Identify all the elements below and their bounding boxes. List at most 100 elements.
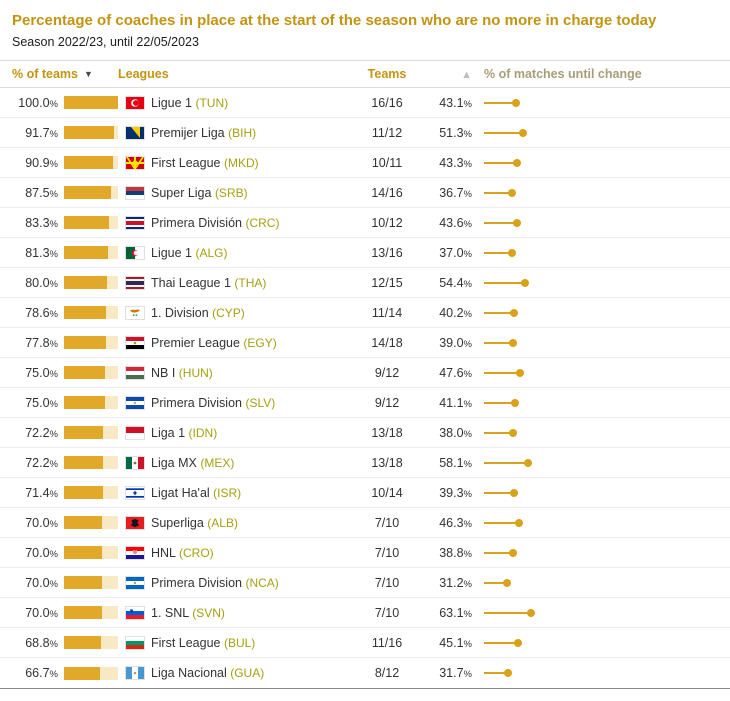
pct-teams-value: 77.8% (25, 335, 58, 350)
league-name[interactable]: Thai League 1 (THA) (151, 275, 267, 290)
pct-teams-value: 80.0% (25, 275, 58, 290)
league-cell: Thai League 1 (THA) (126, 276, 360, 290)
pct-matches-value: 36.7% (439, 185, 472, 200)
pct-matches-value: 41.1% (439, 395, 472, 410)
teams-count: 7/10 (374, 545, 400, 560)
league-cell: Liga 1 (IDN) (126, 426, 360, 440)
pct-matches-lollipop (484, 637, 720, 649)
pct-teams-bar (64, 276, 118, 289)
league-name[interactable]: Primera Division (NCA) (151, 575, 279, 590)
teams-count: 13/16 (371, 245, 403, 260)
pct-teams-value: 66.7% (25, 666, 58, 680)
lollipop-dot (510, 398, 519, 407)
league-name[interactable]: Primera División (CRC) (151, 215, 280, 230)
lollipop-line (484, 461, 528, 464)
league-name[interactable]: First League (MKD) (151, 155, 259, 170)
lollipop-line (484, 221, 517, 224)
league-name[interactable]: Ligue 1 (TUN) (151, 95, 229, 110)
pct-teams-bar-fill (64, 366, 105, 379)
pct-teams-bar (64, 486, 118, 499)
pct-teams-value: 83.3% (25, 215, 58, 230)
league-name[interactable]: 1. SNL (SVN) (151, 605, 225, 620)
league-cell: First League (BUL) (126, 636, 360, 650)
pct-matches-value: 40.2% (439, 305, 472, 320)
country-code: (CRC) (245, 215, 280, 230)
league-name[interactable]: HNL (CRO) (151, 545, 214, 560)
league-name[interactable]: Super Liga (SRB) (151, 185, 248, 200)
league-name[interactable]: Premier League (EGY) (151, 335, 277, 350)
league-cell: Superliga (ALB) (126, 516, 360, 530)
country-code: (ALG) (195, 245, 228, 260)
flag-icon-bul (126, 636, 144, 649)
pct-teams-bar (64, 606, 118, 619)
lollipop-line (484, 371, 520, 374)
pct-matches-lollipop (484, 97, 720, 109)
lollipop-dot (513, 638, 522, 647)
country-code: (HUN) (178, 365, 213, 380)
pct-matches-lollipop (484, 187, 720, 199)
pct-teams-bar (64, 156, 118, 169)
league-name[interactable]: Premijer Liga (BIH) (151, 125, 257, 140)
teams-count: 11/14 (371, 305, 403, 320)
sort-ascending-icon[interactable]: ▲ (461, 69, 472, 81)
flag-icon-slv (126, 396, 144, 409)
teams-count: 14/18 (371, 335, 403, 350)
flag-icon-tun (126, 96, 144, 109)
lollipop-dot (503, 578, 512, 587)
table-row: 70.0% HNL (CRO) 7/10 38.8% (0, 538, 730, 568)
lollipop-dot (523, 458, 532, 467)
lollipop-line (484, 401, 515, 404)
league-name[interactable]: Liga MX (MEX) (151, 455, 235, 470)
flag-icon-mkd (126, 156, 144, 169)
pct-teams-bar-fill (64, 96, 118, 109)
pct-teams-bar-fill (64, 396, 105, 409)
table-row: 83.3% Primera División (CRC) 10/12 43.6% (0, 208, 730, 238)
league-name[interactable]: Ligue 1 (ALG) (151, 245, 228, 260)
pct-matches-value: 31.2% (439, 575, 472, 590)
league-name[interactable]: Ligat Ha'al (ISR) (151, 485, 242, 500)
sort-descending-icon[interactable]: ▼ (84, 69, 93, 79)
country-code: (EGY) (243, 335, 277, 350)
teams-count: 16/16 (371, 95, 403, 110)
pct-matches-lollipop (484, 157, 720, 169)
pct-matches-value: 39.0% (439, 335, 472, 350)
pct-teams-bar-fill (64, 426, 103, 439)
flag-icon-nca (126, 576, 144, 589)
pct-teams-bar-fill (64, 276, 108, 289)
league-cell: Ligat Ha'al (ISR) (126, 486, 360, 500)
table-row: 78.6% 1. Division (CYP) 11/14 40.2% (0, 298, 730, 328)
lollipop-line (484, 311, 515, 314)
page-title: Percentage of coaches in place at the st… (12, 12, 657, 29)
flag-icon-gua (126, 667, 144, 679)
pct-matches-value: 46.3% (439, 515, 472, 530)
table-row: 100.0% Ligue 1 (TUN) 16/16 43.1% (0, 88, 730, 118)
flag-icon-crc (126, 216, 144, 229)
flag-icon-srb (126, 186, 144, 199)
league-name[interactable]: NB I (HUN) (151, 365, 213, 380)
column-header-leagues[interactable]: Leagues (118, 67, 169, 81)
column-header-teams[interactable]: Teams (367, 67, 407, 81)
lollipop-dot (510, 308, 519, 317)
flag-icon-tha (126, 276, 144, 289)
league-name[interactable]: 1. Division (CYP) (151, 305, 245, 320)
league-cell: Premier League (EGY) (126, 336, 360, 350)
teams-count: 9/12 (374, 395, 400, 410)
pct-matches-value: 45.1% (439, 635, 472, 650)
league-name[interactable]: Liga Nacional (GUA) (151, 666, 265, 680)
column-header-pct-teams[interactable]: % of teams ▼ (12, 67, 118, 81)
league-name[interactable]: Primera Division (SLV) (151, 395, 276, 410)
column-header-pct-matches[interactable]: % of matches until change (484, 67, 642, 81)
league-name[interactable]: Liga 1 (IDN) (151, 425, 218, 440)
pct-teams-bar-fill (64, 516, 102, 529)
country-code: (IDN) (188, 425, 218, 440)
league-name[interactable]: First League (BUL) (151, 635, 256, 650)
pct-teams-bar-fill (64, 666, 100, 680)
league-cell: Primera División (CRC) (126, 216, 360, 230)
table-header: % of teams ▼ Leagues Teams ▲ % of matche… (0, 60, 730, 88)
pct-matches-lollipop (484, 547, 720, 559)
page-subtitle: Season 2022/23, until 22/05/2023 (12, 35, 199, 49)
league-name[interactable]: Superliga (ALB) (151, 515, 238, 530)
table-row: 90.9% First League (MKD) 10/11 43.3% (0, 148, 730, 178)
pct-teams-bar-fill (64, 156, 114, 169)
table-row: 75.0% NB I (HUN) 9/12 47.6% (0, 358, 730, 388)
